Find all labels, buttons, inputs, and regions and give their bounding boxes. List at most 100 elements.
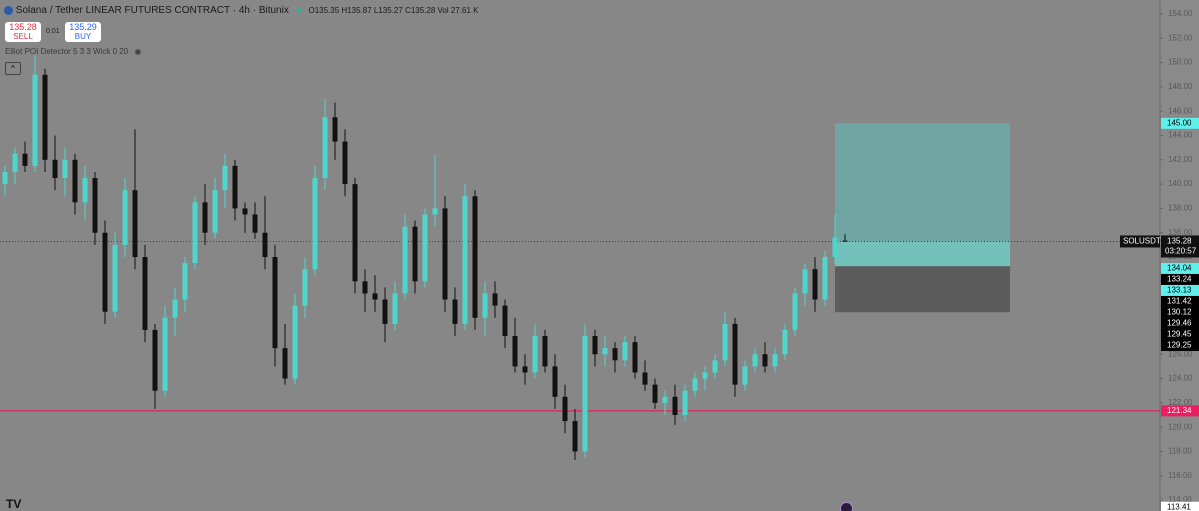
- current-price-label: 135.28: [1167, 237, 1192, 246]
- candle-body: [592, 336, 598, 355]
- candle-body: [512, 336, 518, 367]
- price-label-bg: [1161, 295, 1199, 307]
- h-label: H: [341, 6, 348, 15]
- candle-body: [572, 421, 578, 452]
- price-label: 130.12: [1167, 308, 1192, 317]
- symbol-tag-bg: [1120, 235, 1160, 248]
- candle-body: [82, 178, 88, 203]
- candle-body: [322, 117, 328, 179]
- candle-body: [32, 74, 38, 166]
- indicator-name: Elliot POI Detector 5 3 3 Wick 0 20: [5, 47, 129, 56]
- y-tick-label: 150.00: [1168, 58, 1193, 67]
- tv-logo[interactable]: TV: [6, 497, 22, 511]
- candle-body: [92, 178, 98, 233]
- y-tick-label: 116.00: [1168, 471, 1192, 480]
- candle-body: [412, 226, 418, 282]
- price-label-bg: [1161, 328, 1199, 340]
- candle-body: [12, 153, 18, 172]
- o-label: O: [308, 6, 315, 15]
- candle-body: [442, 208, 448, 300]
- candle-body: [722, 323, 728, 361]
- price-label: 133.24: [1167, 275, 1192, 284]
- candle-body: [402, 226, 408, 294]
- collapse-button[interactable]: ^: [5, 62, 21, 75]
- candle-body: [422, 214, 428, 282]
- candle-body: [532, 336, 538, 373]
- candle-body: [292, 305, 298, 379]
- indicator-label: Elliot POI Detector 5 3 3 Wick 0 20 ◉: [5, 47, 141, 56]
- price-label-bg: [1161, 339, 1199, 351]
- exchange: Bitunix: [258, 5, 289, 16]
- l-label: L: [373, 6, 379, 15]
- open-profit-zone: [835, 241, 1010, 267]
- y-tick-label: 122.00: [1168, 398, 1193, 407]
- candle-body: [562, 396, 568, 422]
- candle-body: [692, 378, 698, 391]
- price-label-bg: [1161, 501, 1199, 511]
- candle-body: [222, 165, 228, 191]
- price-label-bg: [1161, 117, 1199, 129]
- candle-body: [172, 299, 178, 318]
- candle-body: [792, 293, 798, 330]
- current-price-bg: [1161, 235, 1199, 258]
- candle-body: [482, 293, 488, 318]
- o-value: 135.35: [314, 6, 340, 15]
- candle-body: [472, 196, 478, 318]
- candle-body: [822, 257, 828, 300]
- price-label-bg: [1161, 317, 1199, 329]
- event-icon[interactable]: [840, 502, 853, 511]
- buy-label: BUY: [74, 32, 92, 41]
- candle-body: [522, 366, 528, 373]
- candle-body: [582, 336, 588, 452]
- price-label: 134.04: [1167, 264, 1192, 273]
- candle-body: [452, 299, 458, 324]
- price-label-bg: [1161, 262, 1199, 274]
- price-label: 113.41: [1167, 502, 1191, 511]
- candle-body: [492, 293, 498, 306]
- sell-label: SELL: [13, 32, 33, 41]
- spread: 0.01: [46, 28, 60, 35]
- candle-body: [672, 396, 678, 415]
- symbol: Solana / Tether LINEAR FUTURES CONTRACT: [15, 5, 230, 16]
- candle-body: [312, 178, 318, 270]
- c-label: C: [405, 6, 411, 15]
- candle-body: [42, 74, 48, 160]
- price-label: 121.34: [1167, 406, 1192, 415]
- y-tick-label: 114.00: [1168, 495, 1192, 504]
- h-value: 135.87: [347, 6, 372, 15]
- candle-body: [712, 360, 718, 373]
- candle-body: [202, 202, 208, 233]
- price-label-bg: [1161, 273, 1199, 285]
- vol-value: 27.61 K: [450, 6, 479, 15]
- eye-icon[interactable]: ◉: [134, 47, 142, 56]
- candle-body: [62, 159, 68, 179]
- candle-body: [362, 281, 368, 294]
- candle-body: [782, 329, 788, 355]
- candle-body: [22, 153, 28, 166]
- y-tick-label: 136.00: [1168, 228, 1193, 237]
- candle-body: [122, 190, 128, 245]
- y-tick-label: 144.00: [1168, 131, 1193, 140]
- sell-button[interactable]: 135.28 SELL: [5, 22, 41, 42]
- y-tick-label: 140.00: [1168, 179, 1193, 188]
- candle-body: [612, 348, 618, 361]
- candle-body: [772, 354, 778, 367]
- buy-button[interactable]: 135.29 BUY: [65, 22, 101, 42]
- ohlc: O135.35 H135.87 L135.27 C135.28 Vol 27.6…: [308, 6, 478, 15]
- candle-body: [332, 117, 338, 142]
- candle-body: [302, 269, 308, 306]
- y-tick-label: 152.00: [1168, 33, 1193, 42]
- price-label-bg: [1161, 405, 1199, 417]
- candle-body: [802, 269, 808, 294]
- candle-body: [182, 263, 188, 300]
- y-tick-label: 154.00: [1168, 9, 1193, 18]
- legend-line: Solana / Tether LINEAR FUTURES CONTRACT …: [4, 5, 478, 16]
- candle-body: [162, 317, 168, 391]
- buy-price: 135.29: [69, 22, 97, 32]
- candle-body: [462, 196, 468, 324]
- sell-price: 135.28: [9, 22, 37, 32]
- c-value: 135.28: [410, 6, 436, 15]
- symbol-icon: [4, 5, 13, 15]
- candle-body: [432, 208, 438, 215]
